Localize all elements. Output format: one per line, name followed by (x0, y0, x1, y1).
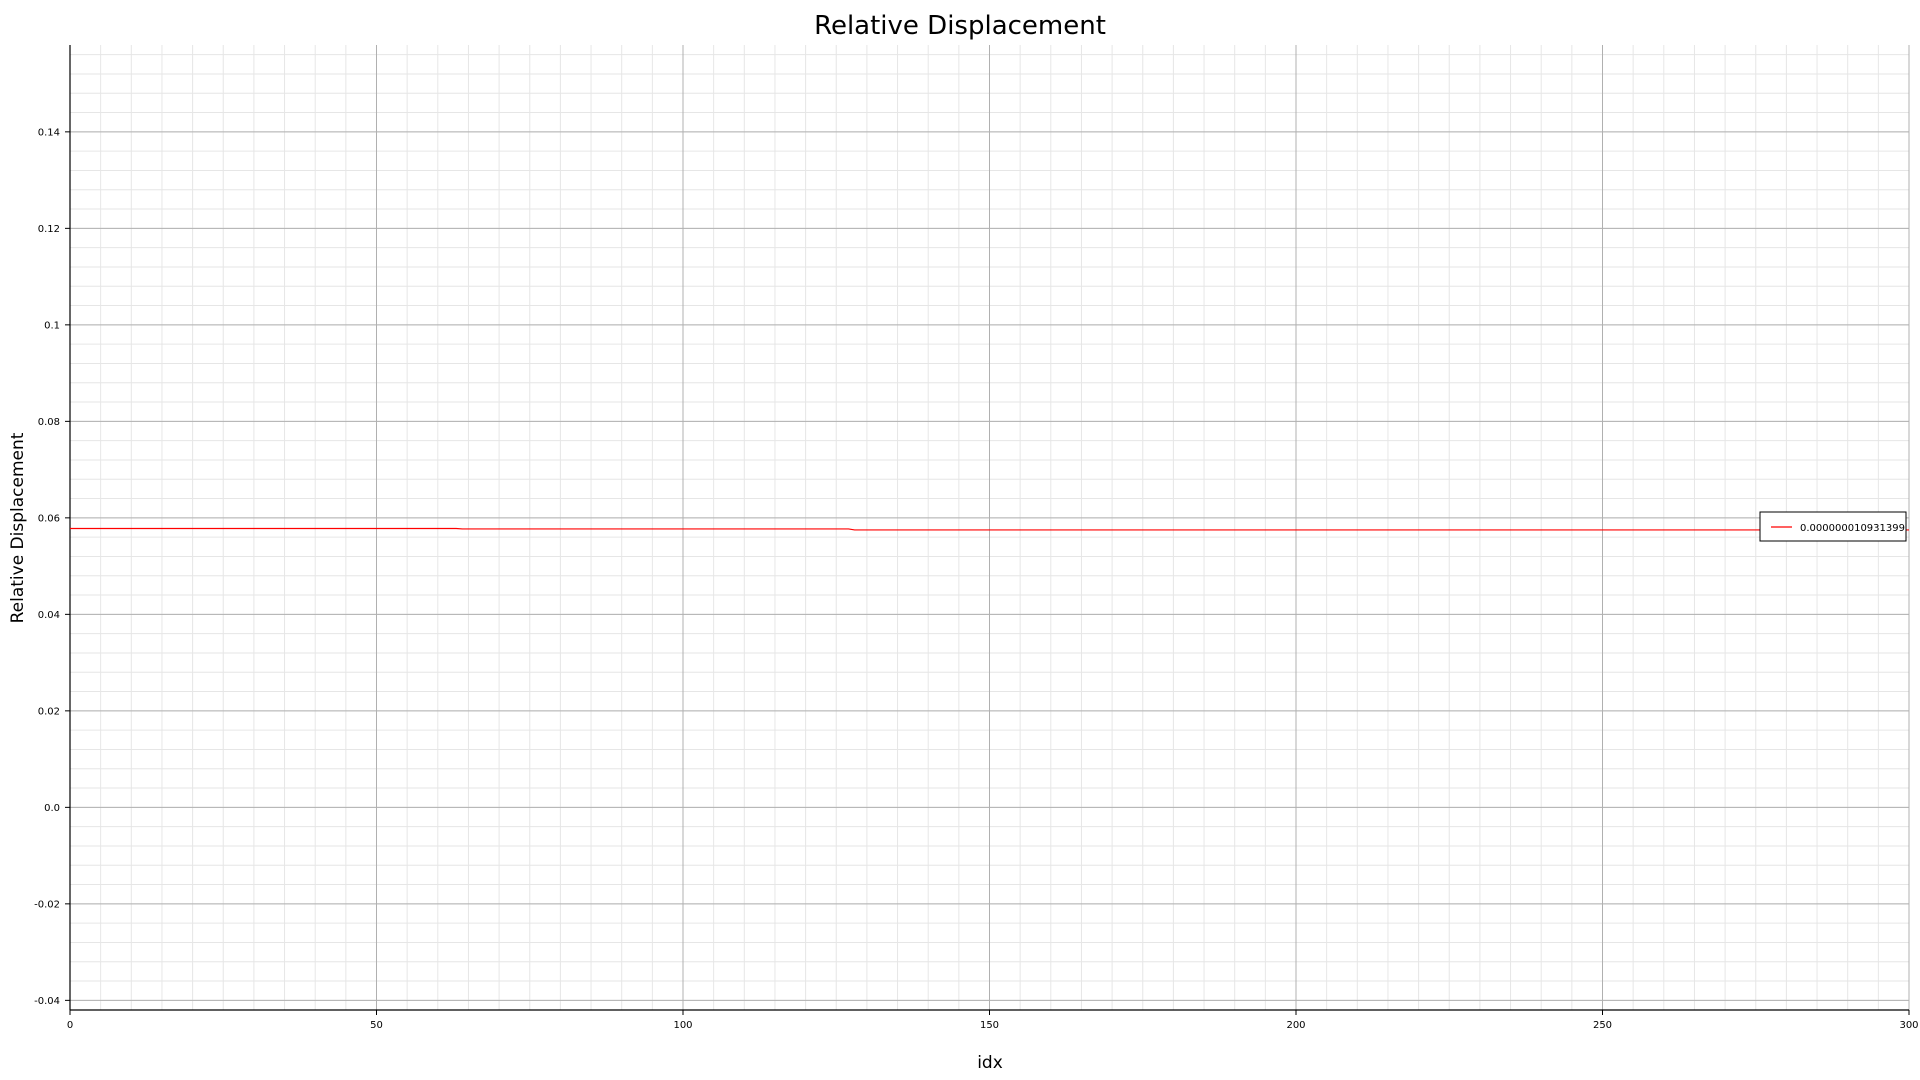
x-axis-label: idx (977, 1053, 1003, 1073)
x-tick-label: 300 (1899, 1020, 1918, 1031)
y-tick-label: 0.14 (38, 127, 60, 138)
y-tick-label: -0.02 (34, 899, 60, 910)
series-lines (70, 527, 1909, 531)
y-tick-label: 0.02 (38, 706, 60, 717)
y-tick-label: 0.0 (44, 803, 60, 814)
legend-entry: 0.000000010931399 (1800, 523, 1905, 534)
tick-labels: 0 50 100 150 200 250 300 -0.04 -0.02 0.0 0.02 0.04 0… (34, 127, 1918, 1031)
x-tick-label: 100 (673, 1020, 692, 1031)
x-tick-label: 50 (370, 1020, 383, 1031)
y-tick-label: 0.06 (38, 513, 60, 524)
series-line (70, 527, 1909, 531)
y-tick-label: -0.04 (34, 996, 60, 1007)
legend: 0.000000010931399 (1759, 511, 1907, 542)
y-tick-label: 0.08 (38, 417, 60, 428)
x-tick-label: 150 (980, 1020, 999, 1031)
y-tick-label: 0.04 (38, 610, 60, 621)
x-tick-label: 250 (1593, 1020, 1612, 1031)
y-axis-label: Relative Displacement (8, 432, 28, 623)
y-tick-label: 0.12 (38, 224, 60, 235)
x-tick-label: 200 (1286, 1020, 1305, 1031)
y-tick-label: 0.1 (44, 320, 60, 331)
x-tick-label: 0 (67, 1020, 73, 1031)
chart-title: Relative Displacement (814, 11, 1106, 41)
